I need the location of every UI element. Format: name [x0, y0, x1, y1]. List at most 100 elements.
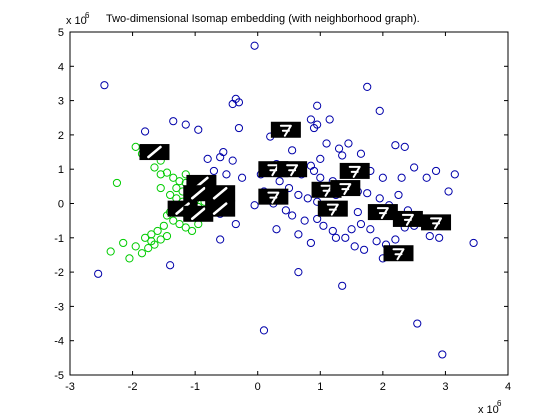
digit-seven-thumbnail: [367, 204, 398, 221]
green-data-point: [137, 249, 147, 258]
blue-data-point: [306, 238, 315, 248]
digit-seven-stroke: [267, 191, 280, 204]
digit-image-annotations: [139, 121, 452, 262]
blue-data-point: [363, 82, 372, 91]
green-data-point: [169, 216, 178, 225]
blue-data-point: [294, 230, 303, 239]
digit-one-thumbnail: [205, 200, 236, 217]
green-data-point: [147, 237, 156, 246]
y-multiplier-label: x 10: [66, 15, 87, 27]
blue-data-point: [203, 154, 212, 164]
green-data-point: [162, 168, 172, 177]
green-data-point: [187, 226, 197, 236]
blue-data-point: [216, 153, 225, 162]
blue-data-point: [194, 125, 203, 134]
blue-data-point: [250, 201, 259, 210]
green-data-point: [162, 231, 172, 241]
digit-seven-stroke: [392, 248, 405, 261]
blue-data-point: [375, 194, 384, 203]
green-data-point: [166, 190, 175, 200]
x-multiplier-label: x 10: [478, 404, 499, 416]
blue-data-point: [413, 319, 422, 328]
digit-one-thumbnail: [139, 144, 170, 161]
digit-seven-stroke: [430, 217, 443, 230]
blue-data-point: [394, 190, 403, 200]
blue-data-point: [350, 242, 359, 251]
green-data-point: [172, 183, 181, 193]
green-data-point: [153, 226, 162, 236]
thumbnail-background: [383, 245, 414, 262]
blue-data-point: [422, 173, 431, 182]
digit-seven-thumbnail: [392, 210, 423, 227]
x-tick-label: 2: [380, 381, 386, 393]
green-data-point: [175, 219, 184, 229]
y-tick-label: 0: [58, 199, 64, 211]
green-data-point: [181, 170, 190, 179]
blue-data-point: [275, 177, 284, 186]
blue-data-point: [309, 123, 319, 133]
x-tick-label: 1: [317, 381, 323, 393]
green-data-point: [181, 223, 190, 232]
blue-data-point: [400, 142, 409, 152]
blue-data-point: [216, 235, 225, 244]
digit-seven-stroke: [326, 203, 339, 216]
digit-seven-thumbnail: [258, 188, 289, 205]
blue-data-point: [328, 226, 337, 236]
x-tick-label: 4: [505, 381, 511, 393]
y-multiplier-exponent: 6: [85, 11, 90, 20]
blue-data-point: [250, 41, 259, 50]
digit-seven-stroke: [279, 124, 292, 137]
blue-data-point: [181, 120, 190, 129]
blue-data-point: [334, 144, 344, 153]
y-tick-label: 1: [58, 164, 64, 176]
blue-data-point: [100, 81, 109, 90]
blue-data-point: [288, 146, 297, 155]
blue-data-point: [322, 139, 331, 148]
blue-data-point: [347, 225, 356, 234]
blue-data-point: [313, 214, 322, 224]
green-data-point: [106, 247, 115, 256]
blue-data-point: [356, 149, 366, 158]
blue-data-point: [450, 170, 459, 179]
blue-data-point: [397, 173, 406, 182]
digit-seven-stroke: [286, 164, 299, 177]
digit-seven-thumbnail: [421, 214, 452, 231]
blue-data-point: [313, 101, 322, 110]
blue-data-point: [338, 281, 347, 290]
digit-seven-thumbnail: [383, 245, 414, 262]
x-tick-label: 0: [255, 381, 261, 393]
y-tick-label: -5: [54, 370, 64, 382]
blue-data-point: [140, 127, 150, 136]
blue-data-point: [469, 238, 478, 248]
digit-seven-stroke: [339, 183, 352, 196]
blue-data-point: [444, 187, 453, 196]
y-tick-label: -2: [54, 267, 64, 279]
green-data-point: [131, 242, 140, 251]
digit-one-stroke: [190, 186, 206, 200]
green-data-point: [150, 163, 159, 172]
green-data-point: [125, 254, 134, 263]
y-tick-label: -3: [54, 301, 64, 313]
blue-data-point: [300, 216, 309, 225]
blue-data-point: [281, 206, 290, 215]
blue-data-point: [166, 261, 175, 270]
blue-data-point: [316, 173, 325, 182]
digit-seven-thumbnail: [330, 180, 361, 197]
blue-data-point: [435, 233, 444, 242]
green-data-point: [119, 238, 128, 248]
blue-data-point: [363, 189, 372, 198]
green-data-point: [156, 183, 165, 193]
y-tick-label: 5: [58, 27, 64, 39]
green-data-point: [140, 233, 150, 242]
green-data-point: [156, 235, 165, 244]
blue-data-point: [294, 268, 303, 277]
y-tick-label: 3: [58, 96, 64, 108]
x-tick-label: -3: [65, 381, 75, 393]
digit-one-stroke: [212, 186, 228, 200]
blue-data-point: [372, 237, 381, 246]
blue-data-point: [438, 350, 447, 359]
blue-data-point: [410, 163, 419, 172]
blue-data-point: [222, 170, 231, 179]
green-data-point: [175, 177, 184, 186]
